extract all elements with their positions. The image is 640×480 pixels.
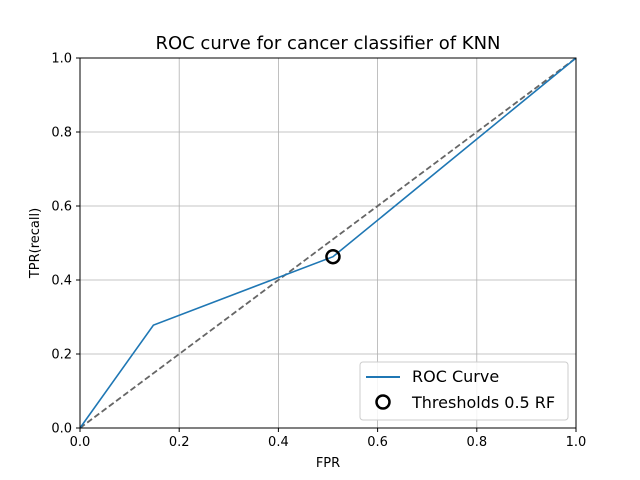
x-tick-label: 0.0 — [70, 435, 91, 450]
plot-series — [79, 57, 577, 429]
chart-title: ROC curve for cancer classifier of KNN — [155, 33, 500, 54]
y-tick-label: 0.6 — [51, 200, 72, 215]
y-tick-label: 1.0 — [51, 52, 72, 67]
legend-threshold-label: Thresholds 0.5 RF — [411, 393, 555, 412]
legend-roc-label: ROC Curve — [412, 367, 499, 386]
legend-box — [359, 361, 569, 421]
legend: ROC Curve Thresholds 0.5 RF — [359, 361, 569, 421]
x-tick-label: 0.4 — [268, 435, 289, 450]
x-tick-label: 0.8 — [466, 435, 487, 450]
y-tick-label: 0.4 — [51, 274, 72, 289]
x-axis-label: FPR — [316, 456, 340, 471]
chance-diagonal-line — [79, 57, 577, 429]
threshold-marker — [325, 248, 341, 265]
x-tick-label: 0.2 — [169, 435, 190, 450]
x-tick-label: 0.6 — [367, 435, 388, 450]
y-tick-label: 0.0 — [51, 422, 72, 437]
legend-threshold-marker — [375, 394, 391, 410]
x-tick-label: 1.0 — [566, 435, 587, 450]
y-tick-label: 0.2 — [51, 348, 72, 363]
roc-curve-line — [79, 57, 577, 429]
plot-frame — [79, 57, 577, 429]
y-axis-label: TPR(recall) — [28, 208, 43, 279]
y-tick-label: 0.8 — [51, 126, 72, 141]
grid — [79, 57, 577, 429]
axis-ticks: 0.0 0.2 0.4 0.6 0.8 1.0 0.0 0.2 0.4 0.6 0.8 1.0 — [51, 52, 586, 451]
